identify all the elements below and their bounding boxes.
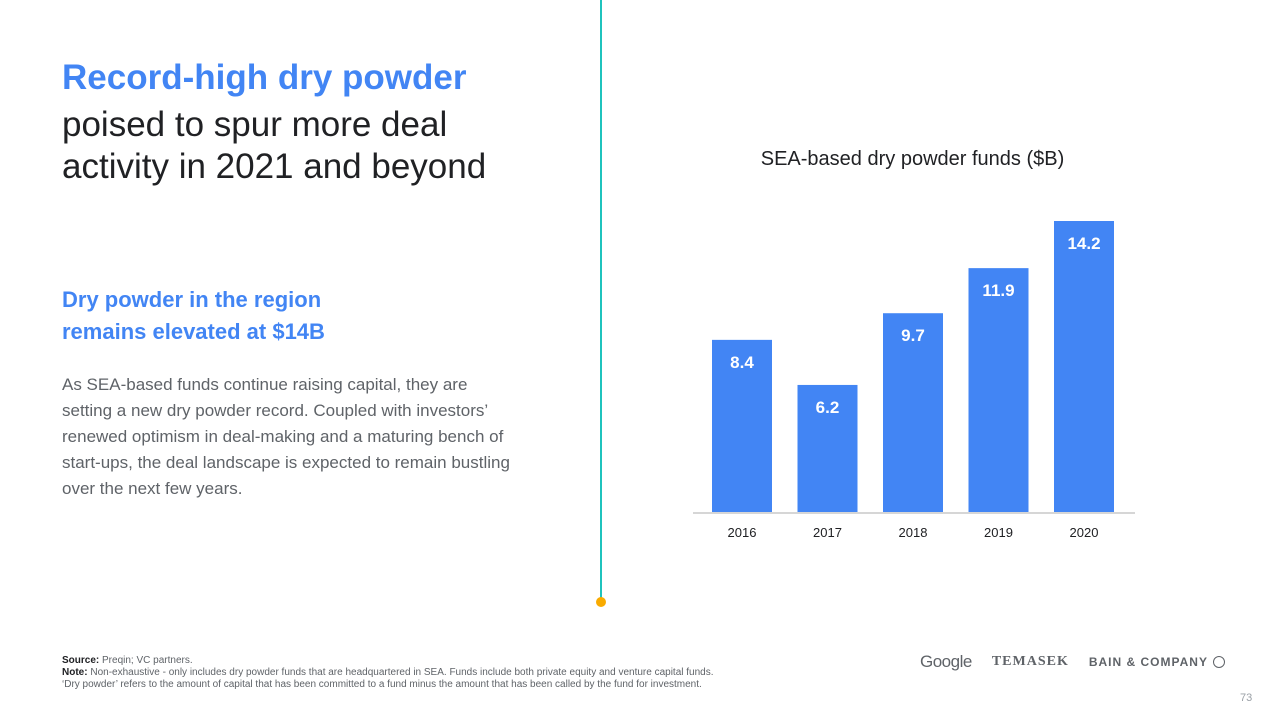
- value-label-2019: 11.9: [982, 281, 1014, 300]
- value-label-2016: 8.4: [730, 353, 754, 372]
- bar-2020: [1054, 221, 1114, 512]
- value-label-2017: 6.2: [816, 398, 840, 417]
- bar-2016: [712, 339, 772, 512]
- bar-2017: [797, 384, 858, 512]
- source-text: Preqin; VC partners.: [102, 655, 193, 666]
- bain-mark-icon: [1212, 656, 1225, 668]
- footnotes: Source: Preqin; VC partners. Note: Non-e…: [62, 655, 714, 691]
- title-rest: poised to spur more deal activity in 202…: [62, 105, 487, 186]
- subheading: Dry powder in the region remains elevate…: [62, 287, 325, 344]
- google-logo: Google: [920, 652, 972, 671]
- x-tick-label-2016: 2016: [728, 525, 757, 540]
- body-paragraph: As SEA-based funds continue raising capi…: [62, 375, 510, 498]
- value-label-2018: 9.7: [901, 326, 925, 345]
- vertical-divider: [600, 0, 602, 602]
- source-label: Source:: [62, 655, 100, 666]
- x-tick-label-2020: 2020: [1070, 525, 1099, 540]
- title-highlight: Record-high dry powder: [62, 58, 467, 97]
- chart-title: SEA-based dry powder funds ($B): [760, 148, 1065, 170]
- partner-logos: Google TEMASEK BAIN & COMPANY: [920, 652, 1225, 672]
- note-label: Note:: [62, 667, 88, 678]
- x-tick-label-2019: 2019: [984, 525, 1013, 540]
- definition-text: ‘Dry powder’ refers to the amount of cap…: [62, 679, 702, 690]
- bain-logo-text: BAIN & COMPANY: [1088, 655, 1208, 669]
- x-tick-label-2018: 2018: [899, 525, 928, 540]
- page-number: 73: [1240, 692, 1253, 704]
- x-tick-label-2017: 2017: [813, 525, 842, 540]
- bain-logo: BAIN & COMPANY: [1089, 655, 1225, 669]
- divider-dot: [596, 597, 606, 607]
- bar-2019: [968, 268, 1029, 512]
- value-label-2020: 14.2: [1067, 234, 1100, 253]
- note-text: Non-exhaustive - only includes dry powde…: [90, 667, 714, 678]
- bar-chart: 8.4 2016 6.2 2017 9.7 2018 11.9 2019 14.2 2020: [693, 221, 1135, 540]
- temasek-logo: TEMASEK: [991, 654, 1069, 669]
- bar-2018: [883, 313, 943, 512]
